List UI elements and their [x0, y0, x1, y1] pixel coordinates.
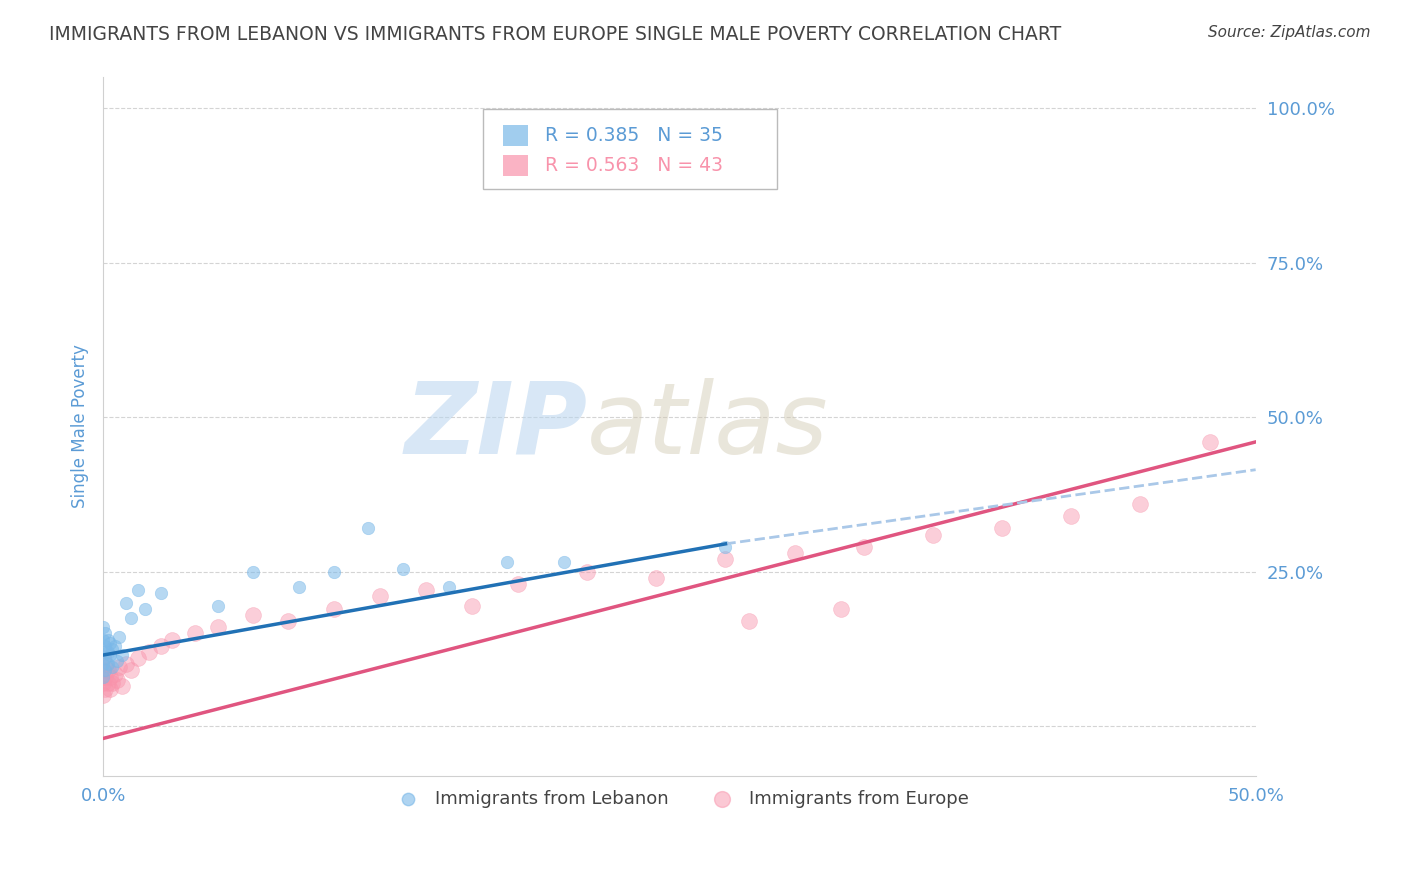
Point [101, 660, 124, 674]
Point [783, 546, 806, 560]
Point [207, 620, 229, 634]
Point [104, 666, 127, 681]
Point [714, 540, 737, 554]
Point [288, 580, 311, 594]
Point [138, 645, 160, 659]
Point [98, 636, 121, 650]
Point [322, 601, 344, 615]
Point [391, 561, 413, 575]
Point [110, 648, 132, 662]
Point [108, 660, 131, 674]
Point [97, 664, 120, 678]
Point [242, 565, 264, 579]
Point [127, 583, 149, 598]
Point [97, 645, 120, 659]
Point [830, 601, 852, 615]
Point [98, 681, 121, 696]
Point [1060, 509, 1083, 524]
Point [495, 555, 517, 569]
Point [134, 601, 156, 615]
Point [94, 657, 117, 672]
Point [322, 565, 344, 579]
Point [127, 651, 149, 665]
Point [576, 565, 599, 579]
Point [368, 590, 391, 604]
Point [242, 607, 264, 622]
Text: IMMIGRANTS FROM LEBANON VS IMMIGRANTS FROM EUROPE SINGLE MALE POVERTY CORRELATIO: IMMIGRANTS FROM LEBANON VS IMMIGRANTS FR… [49, 25, 1062, 44]
Point [437, 580, 460, 594]
Point [110, 679, 132, 693]
Point [461, 599, 484, 613]
Point [1129, 497, 1152, 511]
Point [98, 670, 121, 684]
Point [97, 657, 120, 672]
Point [101, 676, 124, 690]
Point [94, 651, 117, 665]
Point [97, 676, 120, 690]
Point [91, 676, 114, 690]
Point [184, 626, 207, 640]
Point [553, 555, 575, 569]
Point [101, 641, 124, 656]
Point [97, 632, 120, 647]
Point [115, 595, 138, 609]
Bar [503, 126, 529, 146]
Y-axis label: Single Male Poverty: Single Male Poverty [72, 344, 89, 508]
Point [94, 670, 117, 684]
Point [149, 586, 172, 600]
Point [922, 527, 945, 541]
Point [91, 664, 114, 678]
Point [115, 657, 138, 672]
Point [162, 632, 184, 647]
Text: atlas: atlas [588, 378, 828, 475]
Point [357, 521, 380, 535]
Point [105, 673, 128, 687]
FancyBboxPatch shape [484, 109, 778, 189]
Point [120, 664, 142, 678]
Point [108, 630, 131, 644]
Point [91, 670, 114, 684]
Legend: Immigrants from Lebanon, Immigrants from Europe: Immigrants from Lebanon, Immigrants from… [382, 783, 977, 815]
Point [91, 651, 114, 665]
Point [149, 639, 172, 653]
Point [91, 632, 114, 647]
Point [645, 571, 668, 585]
Point [105, 654, 128, 668]
Point [120, 611, 142, 625]
Point [737, 614, 759, 628]
Point [94, 639, 117, 653]
Point [506, 577, 529, 591]
Point [94, 626, 117, 640]
Point [104, 639, 127, 653]
Text: R = 0.563   N = 43: R = 0.563 N = 43 [544, 156, 723, 176]
Point [91, 645, 114, 659]
Text: Source: ZipAtlas.com: Source: ZipAtlas.com [1208, 25, 1371, 40]
Text: R = 0.385   N = 35: R = 0.385 N = 35 [544, 127, 723, 145]
Point [277, 614, 299, 628]
Point [991, 521, 1014, 535]
Point [415, 583, 437, 598]
Point [98, 648, 121, 662]
Point [91, 688, 114, 702]
Text: ZIP: ZIP [404, 378, 588, 475]
Bar [503, 155, 529, 177]
Point [207, 599, 229, 613]
Point [94, 681, 117, 696]
Point [1198, 434, 1220, 449]
Point [714, 552, 737, 566]
Point [91, 657, 114, 672]
Point [852, 540, 875, 554]
Point [91, 620, 114, 634]
Point [94, 664, 117, 678]
